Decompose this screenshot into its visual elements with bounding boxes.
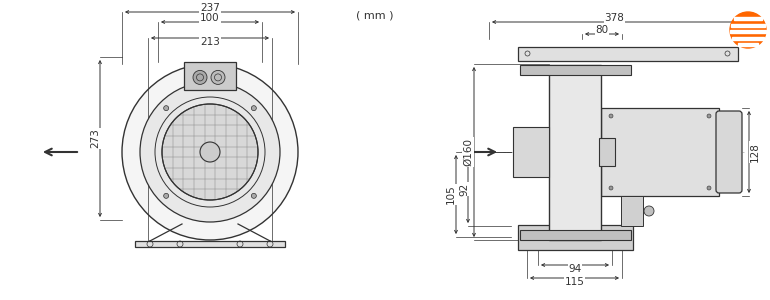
Circle shape bbox=[707, 114, 711, 118]
FancyBboxPatch shape bbox=[716, 111, 742, 193]
Bar bbox=[517, 46, 738, 61]
Circle shape bbox=[707, 186, 711, 190]
Bar bbox=[731, 24, 765, 27]
Text: ( mm ): ( mm ) bbox=[357, 10, 393, 20]
Bar bbox=[549, 64, 601, 239]
Text: 378: 378 bbox=[604, 13, 624, 23]
Circle shape bbox=[140, 82, 280, 222]
Text: 128: 128 bbox=[750, 142, 760, 162]
Circle shape bbox=[164, 193, 169, 198]
Text: Ø160: Ø160 bbox=[463, 138, 473, 166]
Text: 94: 94 bbox=[568, 264, 581, 274]
Text: 273: 273 bbox=[90, 129, 100, 148]
Bar bbox=[601, 108, 719, 196]
Bar bbox=[520, 230, 631, 239]
Circle shape bbox=[162, 104, 258, 200]
Bar bbox=[520, 64, 631, 74]
Bar bbox=[732, 37, 764, 40]
Bar bbox=[621, 196, 643, 226]
Circle shape bbox=[211, 70, 225, 84]
Bar bbox=[513, 127, 549, 177]
Text: 105: 105 bbox=[446, 184, 456, 204]
Bar bbox=[599, 138, 615, 166]
Circle shape bbox=[193, 70, 207, 84]
Bar bbox=[135, 241, 285, 247]
Circle shape bbox=[122, 64, 298, 240]
Circle shape bbox=[200, 142, 220, 162]
Circle shape bbox=[609, 186, 613, 190]
Bar bbox=[517, 224, 632, 250]
Circle shape bbox=[644, 206, 654, 216]
Text: 100: 100 bbox=[200, 13, 219, 23]
Text: 115: 115 bbox=[564, 277, 584, 287]
Text: 237: 237 bbox=[200, 3, 220, 13]
Bar bbox=[184, 62, 236, 90]
Text: 92: 92 bbox=[459, 182, 469, 196]
Text: 80: 80 bbox=[595, 25, 608, 35]
Circle shape bbox=[164, 106, 169, 111]
Text: 213: 213 bbox=[200, 37, 220, 47]
Circle shape bbox=[730, 12, 766, 48]
Bar bbox=[730, 30, 766, 33]
Bar bbox=[734, 17, 762, 20]
Circle shape bbox=[251, 193, 256, 198]
Bar bbox=[738, 43, 758, 46]
Circle shape bbox=[251, 106, 256, 111]
Circle shape bbox=[609, 114, 613, 118]
